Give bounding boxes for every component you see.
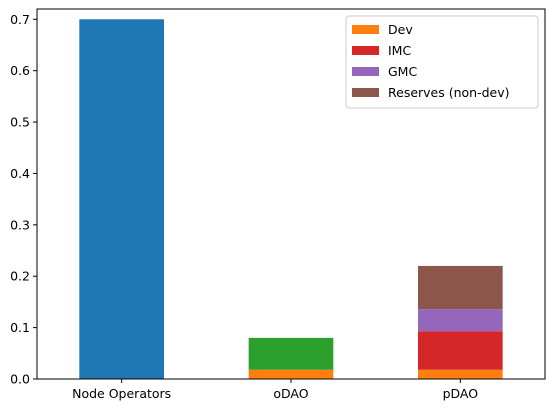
bar-segment	[418, 309, 503, 332]
y-tick-label: 0.3	[10, 217, 30, 232]
y-tick-label: 0.4	[10, 166, 30, 181]
bars-layer	[79, 19, 503, 380]
legend-swatch	[352, 88, 379, 97]
legend-label: IMC	[388, 43, 411, 58]
bar-segment	[248, 337, 334, 370]
y-tick-label: 0.0	[10, 372, 30, 387]
y-tick-label: 0.1	[10, 320, 30, 335]
legend-label: Reserves (non-dev)	[388, 85, 510, 100]
legend-box	[345, 15, 539, 109]
y-axis: 0.0 0.1 0.2 0.3 0.4 0.5 0.6 0.7	[10, 12, 37, 387]
legend-label: Dev	[388, 22, 413, 37]
legend-swatch	[352, 67, 379, 76]
y-tick-label: 0.2	[10, 269, 30, 284]
legend-label: GMC	[388, 64, 417, 79]
bar-segment	[248, 369, 334, 379]
x-tick-label: oDAO	[273, 386, 308, 401]
legend-swatch	[352, 25, 379, 34]
x-axis: Node Operators oDAO pDAO	[72, 379, 478, 401]
bar-segment	[418, 369, 503, 379]
x-tick-label: Node Operators	[72, 386, 171, 401]
y-tick-label: 0.6	[10, 63, 30, 78]
legend-swatch	[352, 46, 379, 55]
bar-segment	[79, 19, 164, 380]
x-tick-label: pDAO	[443, 386, 479, 401]
bar-segment	[418, 265, 503, 310]
y-tick-label: 0.5	[10, 115, 30, 130]
legend: Dev IMC GMC Reserves (non-dev)	[345, 15, 539, 109]
y-tick-label: 0.7	[10, 12, 30, 27]
bar-segment	[418, 331, 503, 370]
